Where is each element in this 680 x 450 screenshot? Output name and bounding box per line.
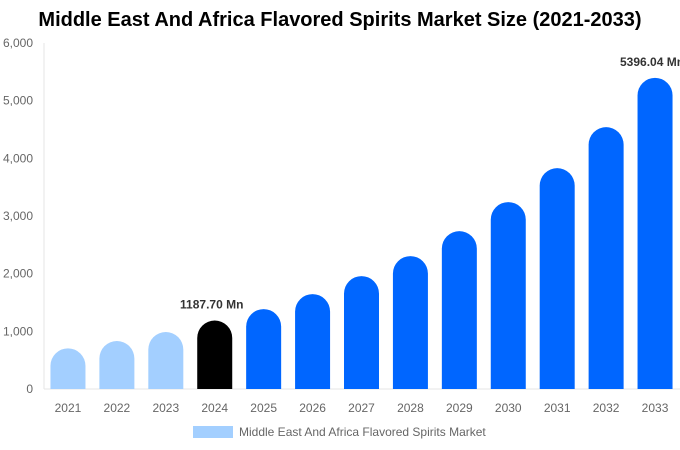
x-tick-label: 2033 — [642, 401, 669, 415]
bar — [99, 341, 135, 389]
x-tick-label: 2027 — [348, 401, 375, 415]
x-tick-label: 2029 — [446, 401, 473, 415]
x-tick-label: 2023 — [152, 401, 179, 415]
bar — [344, 276, 379, 389]
data-label: 5396.04 Mn — [620, 55, 680, 69]
legend-label: Middle East And Africa Flavored Spirits … — [239, 425, 486, 439]
bar — [50, 348, 86, 389]
y-tick-label: 0 — [26, 382, 33, 396]
bar — [148, 332, 184, 389]
x-tick-label: 2028 — [397, 401, 424, 415]
y-tick-label: 1,000 — [3, 324, 33, 338]
x-tick-label: 2022 — [104, 401, 131, 415]
x-tick-label: 2026 — [299, 401, 326, 415]
bar — [246, 309, 282, 389]
bar — [539, 168, 575, 389]
x-tick-label: 2024 — [201, 401, 228, 415]
legend-swatch — [193, 426, 233, 438]
x-tick-label: 2032 — [593, 401, 620, 415]
bar — [588, 127, 624, 389]
y-tick-label: 5,000 — [3, 94, 33, 108]
y-tick-label: 6,000 — [3, 36, 33, 50]
bar — [637, 77, 673, 389]
legend: Middle East And Africa Flavored Spirits … — [193, 425, 486, 439]
bar — [197, 320, 233, 389]
y-tick-label: 3,000 — [3, 209, 33, 223]
x-tick-label: 2021 — [55, 401, 82, 415]
y-tick-label: 2,000 — [3, 267, 33, 281]
x-tick-label: 2025 — [250, 401, 277, 415]
bar — [490, 202, 526, 389]
x-tick-label: 2031 — [544, 401, 571, 415]
bar — [392, 256, 428, 389]
bar — [441, 231, 477, 389]
x-tick-label: 2030 — [495, 401, 522, 415]
bar — [295, 294, 331, 389]
chart-title: Middle East And Africa Flavored Spirits … — [38, 9, 642, 31]
data-label: 1187.70 Mn — [180, 298, 243, 312]
y-tick-label: 4,000 — [3, 151, 33, 165]
